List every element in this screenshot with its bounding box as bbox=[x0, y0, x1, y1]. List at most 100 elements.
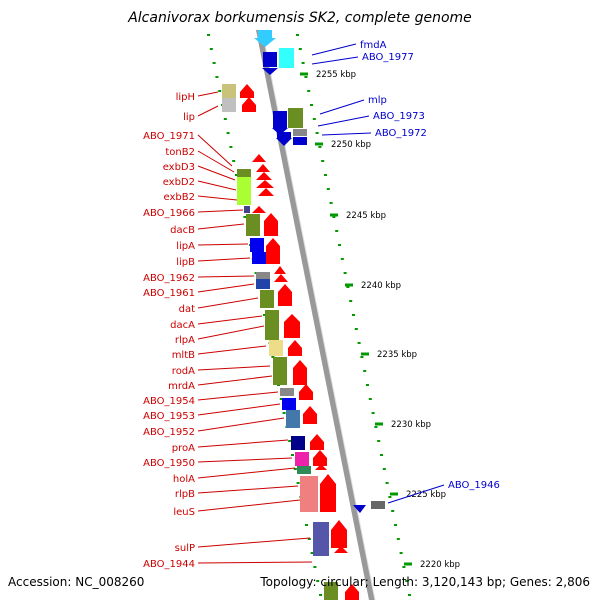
forward-gene-label: lipH bbox=[176, 92, 195, 103]
gene-arrow[interactable] bbox=[258, 188, 274, 196]
guide-dot bbox=[307, 90, 311, 92]
gene-arrow[interactable] bbox=[331, 520, 347, 548]
guide-dot bbox=[391, 510, 395, 512]
gene-rodA[interactable] bbox=[273, 357, 287, 385]
gene-arrow[interactable] bbox=[320, 474, 336, 512]
gene-ABO_1972[interactable] bbox=[277, 132, 291, 138]
leader-line bbox=[197, 257, 251, 262]
gene-arrow[interactable] bbox=[252, 154, 266, 162]
gene-ABO_1953[interactable] bbox=[282, 398, 296, 410]
gene-arrow-head[interactable] bbox=[276, 138, 292, 146]
gene-arrow[interactable] bbox=[288, 340, 302, 356]
gene-exbD3[interactable] bbox=[237, 177, 251, 205]
gene-dat[interactable] bbox=[260, 290, 274, 308]
gene-arrow[interactable] bbox=[274, 274, 288, 282]
guide-dot bbox=[298, 48, 302, 50]
gene-ABO_1954[interactable] bbox=[280, 388, 294, 396]
gene-arrow[interactable] bbox=[266, 238, 280, 264]
tick-label: 2220 kbp bbox=[420, 560, 460, 570]
forward-gene-label: rlpA bbox=[175, 335, 195, 346]
gene-dacA[interactable] bbox=[265, 310, 279, 340]
gene-leuS[interactable] bbox=[300, 476, 318, 512]
gene-arrow[interactable] bbox=[303, 406, 317, 424]
gene-arrow[interactable] bbox=[264, 213, 278, 236]
gene-arrow[interactable] bbox=[299, 384, 313, 400]
guide-dot bbox=[279, 398, 283, 400]
forward-gene-label: exbD2 bbox=[163, 177, 195, 188]
tick-mark bbox=[375, 422, 383, 426]
gene-arrow-head[interactable] bbox=[262, 68, 278, 75]
guide-dot bbox=[282, 412, 286, 414]
gene-arrow[interactable] bbox=[313, 450, 327, 466]
forward-gene-label: dacB bbox=[170, 225, 195, 236]
guide-dot bbox=[368, 398, 372, 400]
reverse-gene-label: ABO_1973 bbox=[373, 111, 425, 122]
gene-mltB[interactable] bbox=[269, 340, 283, 356]
gene-block[interactable] bbox=[293, 137, 307, 145]
gene-arrow[interactable] bbox=[293, 360, 307, 385]
leader-line bbox=[197, 275, 255, 278]
gene-holA[interactable] bbox=[297, 466, 311, 474]
forward-gene-label: ABO_1954 bbox=[143, 396, 195, 407]
gene-arrow[interactable] bbox=[315, 464, 327, 470]
gene-arrow[interactable] bbox=[242, 97, 256, 112]
gene-arrow[interactable] bbox=[334, 546, 348, 553]
gene-lipH[interactable] bbox=[222, 84, 236, 98]
gene-ABO_1962[interactable] bbox=[256, 272, 270, 279]
gene-fmdA-upstream[interactable] bbox=[254, 30, 276, 47]
gene-arrow-block[interactable] bbox=[263, 52, 277, 67]
guide-dot bbox=[371, 412, 375, 414]
gene-arrow[interactable] bbox=[278, 284, 292, 306]
reverse-gene-label: ABO_1946 bbox=[448, 480, 500, 491]
tick-mark bbox=[315, 142, 323, 146]
gene-block[interactable] bbox=[324, 582, 338, 600]
gene-arrow[interactable] bbox=[310, 434, 324, 450]
gene-block[interactable] bbox=[293, 129, 307, 136]
gene-arrow[interactable] bbox=[274, 266, 286, 274]
gene-ABO_1966[interactable] bbox=[244, 206, 250, 213]
gene-arrow-head[interactable] bbox=[272, 128, 288, 135]
forward-gene-label: proA bbox=[172, 443, 195, 454]
guide-dot bbox=[307, 538, 311, 540]
gene-arrow[interactable] bbox=[256, 180, 274, 188]
leader-line bbox=[197, 457, 293, 463]
gene-lip[interactable] bbox=[222, 98, 236, 112]
leader-line bbox=[197, 439, 289, 448]
gene-arrow[interactable] bbox=[240, 84, 254, 98]
leader-line bbox=[197, 134, 233, 167]
forward-gene-features bbox=[222, 84, 359, 600]
gene-dacB[interactable] bbox=[246, 214, 260, 236]
gene-block[interactable] bbox=[371, 501, 385, 509]
tick-label: 2235 kbp bbox=[377, 350, 417, 360]
gene-ABO_1952[interactable] bbox=[286, 410, 300, 428]
gene-lipB[interactable] bbox=[252, 252, 266, 264]
tick-mark bbox=[300, 72, 308, 76]
gene-proA[interactable] bbox=[291, 436, 305, 450]
gene-ABO_1946[interactable] bbox=[353, 505, 366, 513]
leader-line bbox=[197, 499, 301, 512]
tick-label: 2230 kbp bbox=[391, 420, 431, 430]
gene-mlp[interactable] bbox=[288, 108, 303, 128]
forward-gene-label: sulP bbox=[175, 543, 195, 554]
gene-arrow[interactable] bbox=[256, 172, 272, 180]
leader-line bbox=[197, 403, 281, 416]
tick-label: 2240 kbp bbox=[361, 281, 401, 291]
gene-lipA[interactable] bbox=[250, 238, 264, 252]
forward-gene-label: rlpB bbox=[175, 489, 195, 500]
forward-gene-label: lip bbox=[183, 112, 195, 123]
gene-fmdA[interactable] bbox=[279, 48, 294, 68]
leader-line bbox=[197, 375, 273, 386]
gene-tonB2[interactable] bbox=[237, 169, 251, 177]
tick-mark bbox=[390, 492, 398, 496]
gene-ABO_1950[interactable] bbox=[295, 452, 309, 466]
guide-dot bbox=[291, 454, 294, 456]
gene-sulP[interactable] bbox=[313, 522, 329, 556]
gene-ABO_1973[interactable] bbox=[273, 111, 287, 128]
gene-arrow[interactable] bbox=[284, 314, 300, 338]
gene-arrow[interactable] bbox=[345, 584, 359, 600]
guide-dot bbox=[357, 342, 361, 344]
gene-arrow[interactable] bbox=[256, 164, 270, 172]
gene-ABO_1961[interactable] bbox=[256, 279, 270, 289]
gene-arrow[interactable] bbox=[252, 206, 266, 213]
